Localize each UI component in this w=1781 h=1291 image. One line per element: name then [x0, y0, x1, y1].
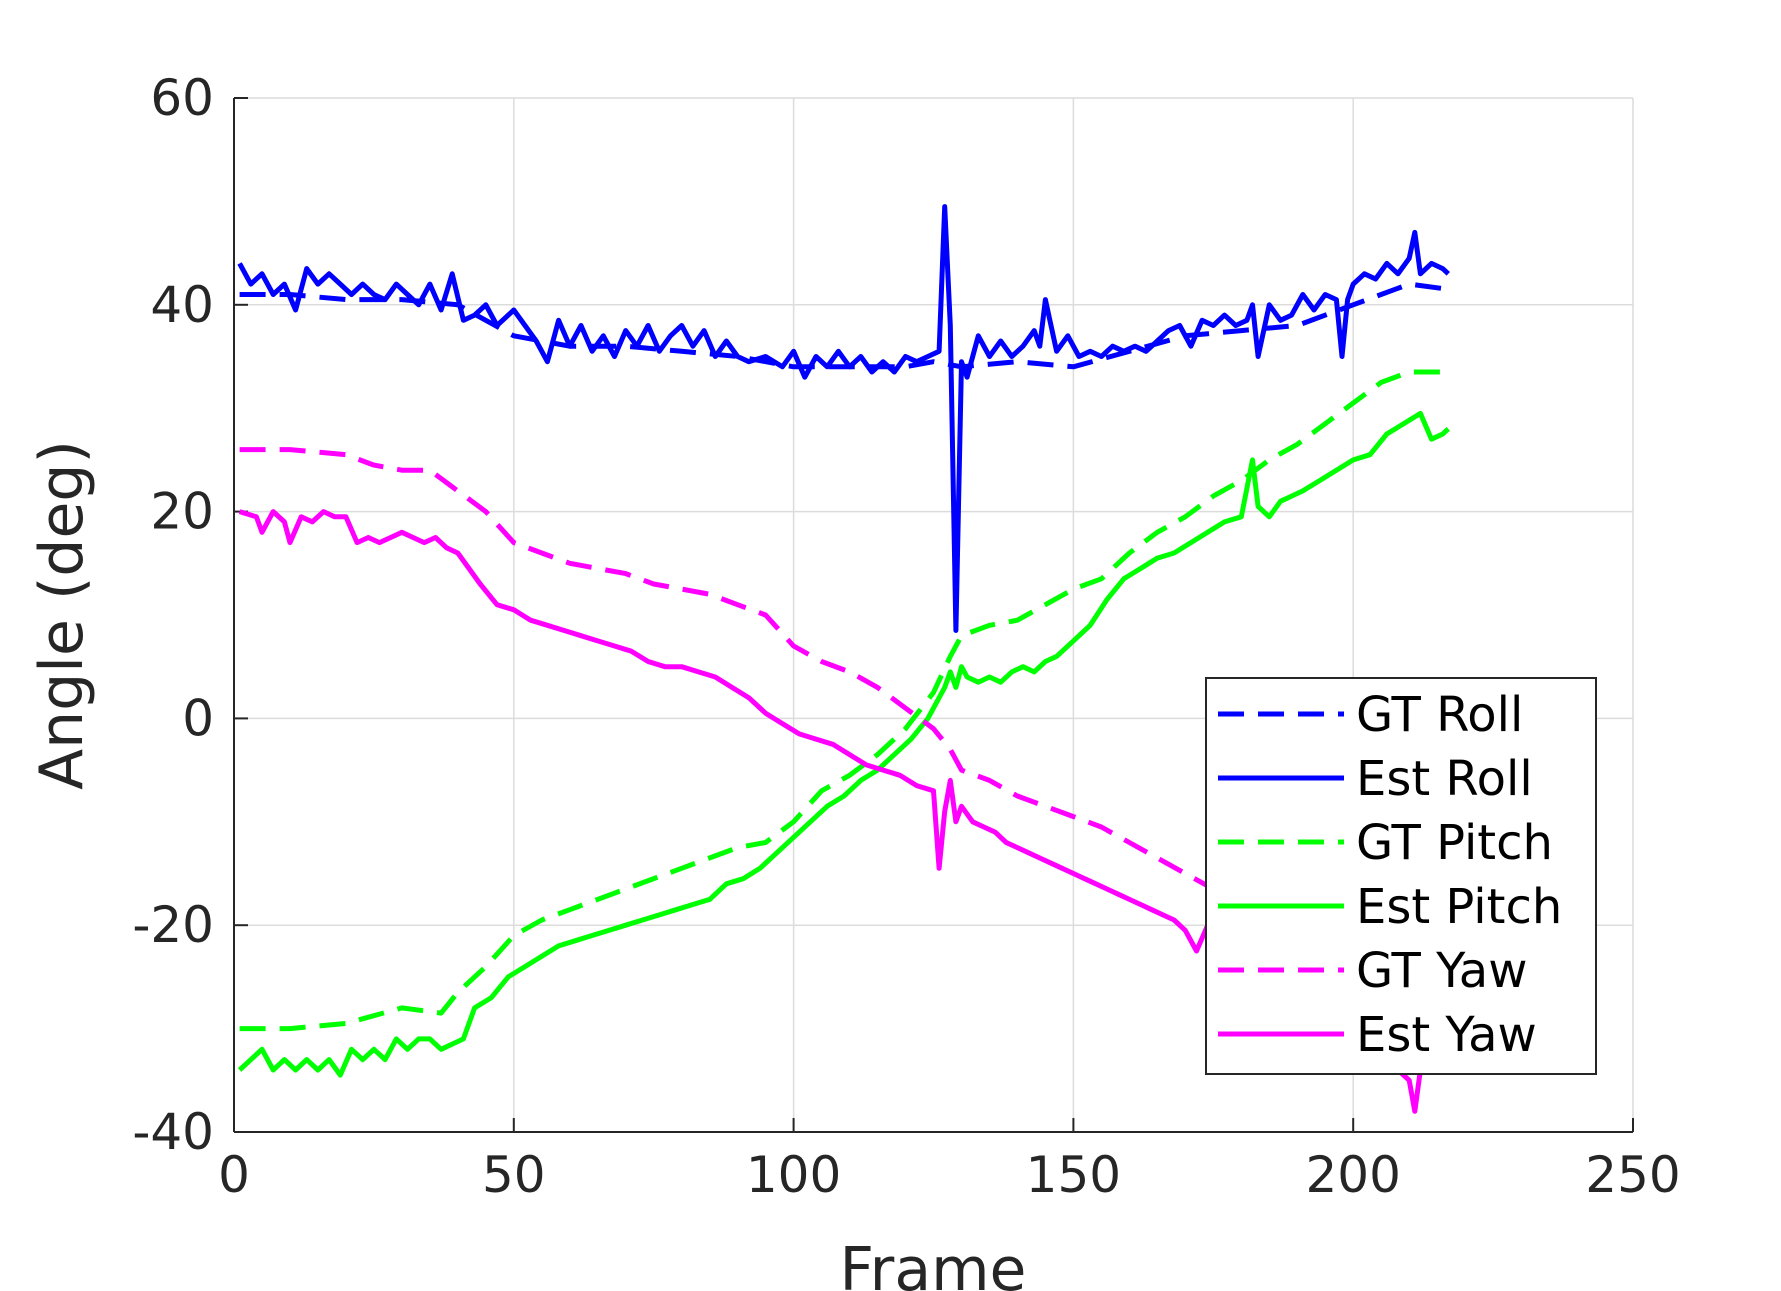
- y-tick-label-5: 60: [150, 69, 214, 127]
- legend-label-5: Est Yaw: [1356, 1007, 1537, 1063]
- y-tick-label-1: -20: [132, 896, 214, 954]
- y-tick-label-2: 0: [182, 689, 214, 747]
- axes: [233, 97, 1634, 1133]
- series-line-gt-pitch: [239, 369, 1449, 1032]
- series-lines: [237, 204, 1451, 1114]
- legend: GT Roll Est Roll GT Pitch Est Pitch GT Yaw Es…: [1205, 677, 1597, 1075]
- legend-box: [1205, 677, 1597, 1075]
- legend-label-2: GT Pitch: [1356, 815, 1553, 871]
- series-line-est-yaw: [238, 509, 1428, 1114]
- y-tick-label-0: -40: [132, 1103, 214, 1161]
- legend-label-3: Est Pitch: [1356, 879, 1562, 935]
- x-tick-label-5: 250: [1585, 1146, 1680, 1204]
- x-axis-label: Frame: [840, 1235, 1027, 1291]
- x-tick-label-1: 50: [482, 1146, 546, 1204]
- series-line-est-roll: [237, 204, 1451, 633]
- x-tick-label-4: 200: [1305, 1146, 1400, 1204]
- y-tick-label-3: 20: [150, 483, 214, 541]
- legend-label-4: GT Yaw: [1356, 943, 1527, 999]
- x-tick-label-0: 0: [218, 1146, 250, 1204]
- legend-label-1: Est Roll: [1356, 751, 1533, 807]
- y-tick-label-4: 40: [150, 276, 214, 334]
- tick-labels: 0 50 100 150 200 250 -40 -20 0 20 40 60: [132, 69, 1680, 1204]
- x-tick-label-3: 150: [1026, 1146, 1121, 1204]
- legend-label-0: GT Roll: [1356, 687, 1523, 743]
- x-tick-label-2: 100: [746, 1146, 841, 1204]
- y-axis-label: Angle (deg): [27, 440, 97, 790]
